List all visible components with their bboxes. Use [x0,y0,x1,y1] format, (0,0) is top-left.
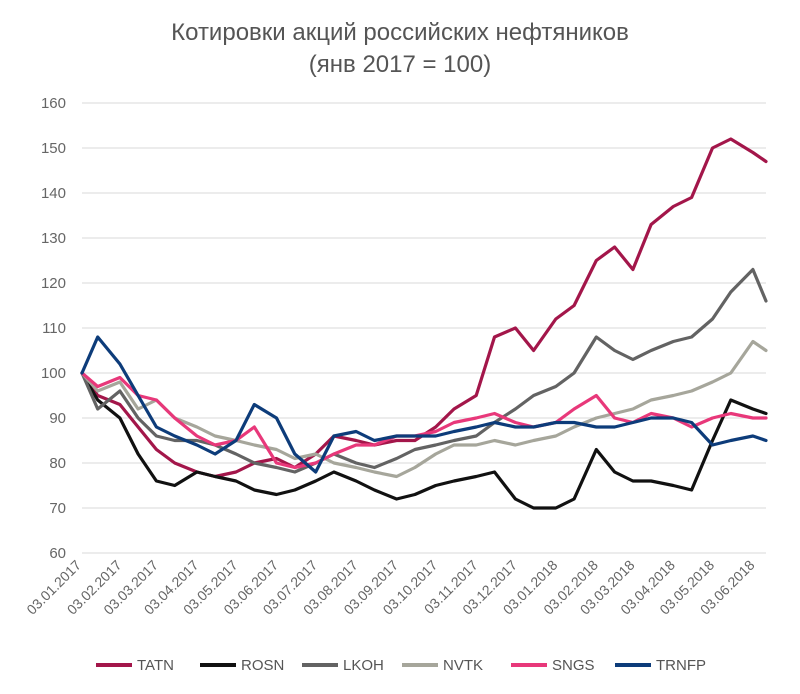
legend-label-lkoh: LKOH [343,657,384,674]
y-tick-label: 110 [42,320,66,337]
series-line-trnfp [80,335,768,474]
series-line-lkoh [80,267,768,474]
y-axis-ticks: 60 70 80 90 100 110 120 130 140 150 160 [41,95,66,562]
series-line-nvtk [80,339,768,479]
gridlines [82,102,766,554]
legend: TATN ROSN LKOH NVTK SNGS TRNFP [96,657,706,674]
chart-subtitle: (янв 2017 = 100) [309,51,491,78]
legend-label-sngs: SNGS [552,657,595,674]
series-line-sngs [80,371,768,470]
series-lines [80,137,768,510]
y-tick-label: 100 [41,365,66,382]
y-tick-label: 150 [41,140,66,157]
legend-label-tatn: TATN [137,657,174,674]
y-tick-label: 70 [49,500,66,517]
legend-label-trnfp: TRNFP [656,657,706,674]
chart-title: Котировки акций российских нефтяников [171,19,629,46]
y-tick-label: 120 [41,275,66,292]
y-tick-label: 130 [41,230,66,247]
y-tick-label: 60 [49,545,66,562]
y-tick-label: 160 [41,95,66,112]
series-line-rosn [80,371,768,510]
y-tick-label: 140 [41,185,66,202]
legend-label-nvtk: NVTK [443,657,483,674]
y-tick-label: 80 [49,455,66,472]
legend-label-rosn: ROSN [241,657,284,674]
y-tick-label: 90 [49,410,66,427]
x-axis-ticks: 03.01.201703.02.201703.03.201703.04.2017… [23,557,758,618]
